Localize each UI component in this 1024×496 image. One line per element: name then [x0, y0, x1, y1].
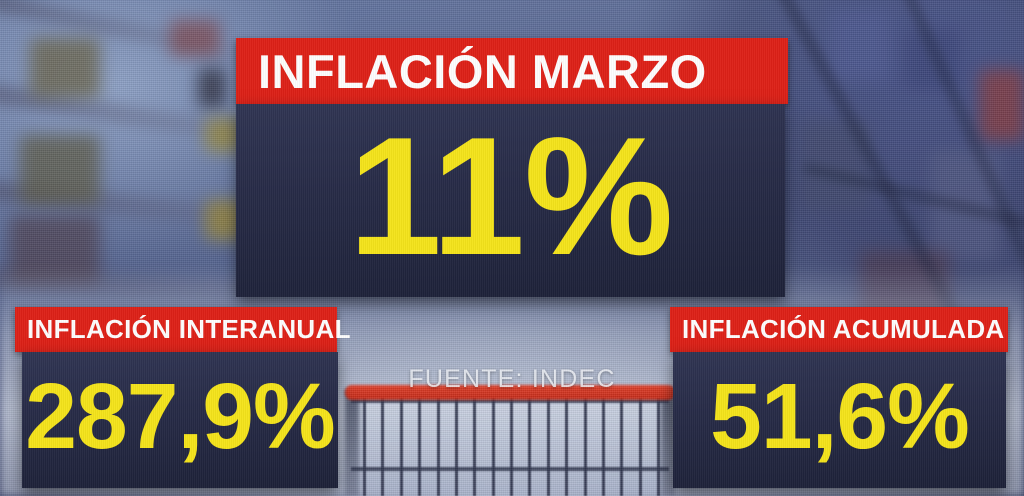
cart-rail: [351, 467, 669, 471]
product-blur: [198, 68, 226, 108]
product-blur: [170, 20, 220, 56]
cart-rail: [351, 399, 669, 403]
product-blur: [205, 118, 241, 152]
cart-side-panel: [345, 389, 359, 496]
main-stat-value: 11%: [236, 104, 785, 297]
shopping-cart: [345, 371, 675, 496]
source-caption: FUENTE: INDEC: [408, 365, 616, 393]
main-stat-title: INFLACIÓN MARZO: [236, 38, 788, 104]
product-blur: [830, 10, 890, 80]
main-stat-card: INFLACIÓN MARZO 11%: [236, 38, 788, 297]
cart-wire-bars: [363, 395, 660, 496]
product-blur: [20, 135, 100, 205]
product-blur: [30, 38, 100, 98]
interanual-stat-value: 287,9%: [22, 352, 338, 488]
acumulada-stat-card: INFLACIÓN ACUMULADA 51,6%: [670, 307, 1008, 488]
acumulada-stat-title: INFLACIÓN ACUMULADA: [670, 307, 1008, 352]
interanual-stat-title: INFLACIÓN INTERANUAL: [15, 307, 350, 352]
acumulada-stat-value: 51,6%: [673, 352, 1006, 488]
interanual-stat-card: INFLACIÓN INTERANUAL 287,9%: [15, 307, 350, 488]
cart-handle: [345, 385, 675, 400]
product-blur: [980, 70, 1024, 140]
